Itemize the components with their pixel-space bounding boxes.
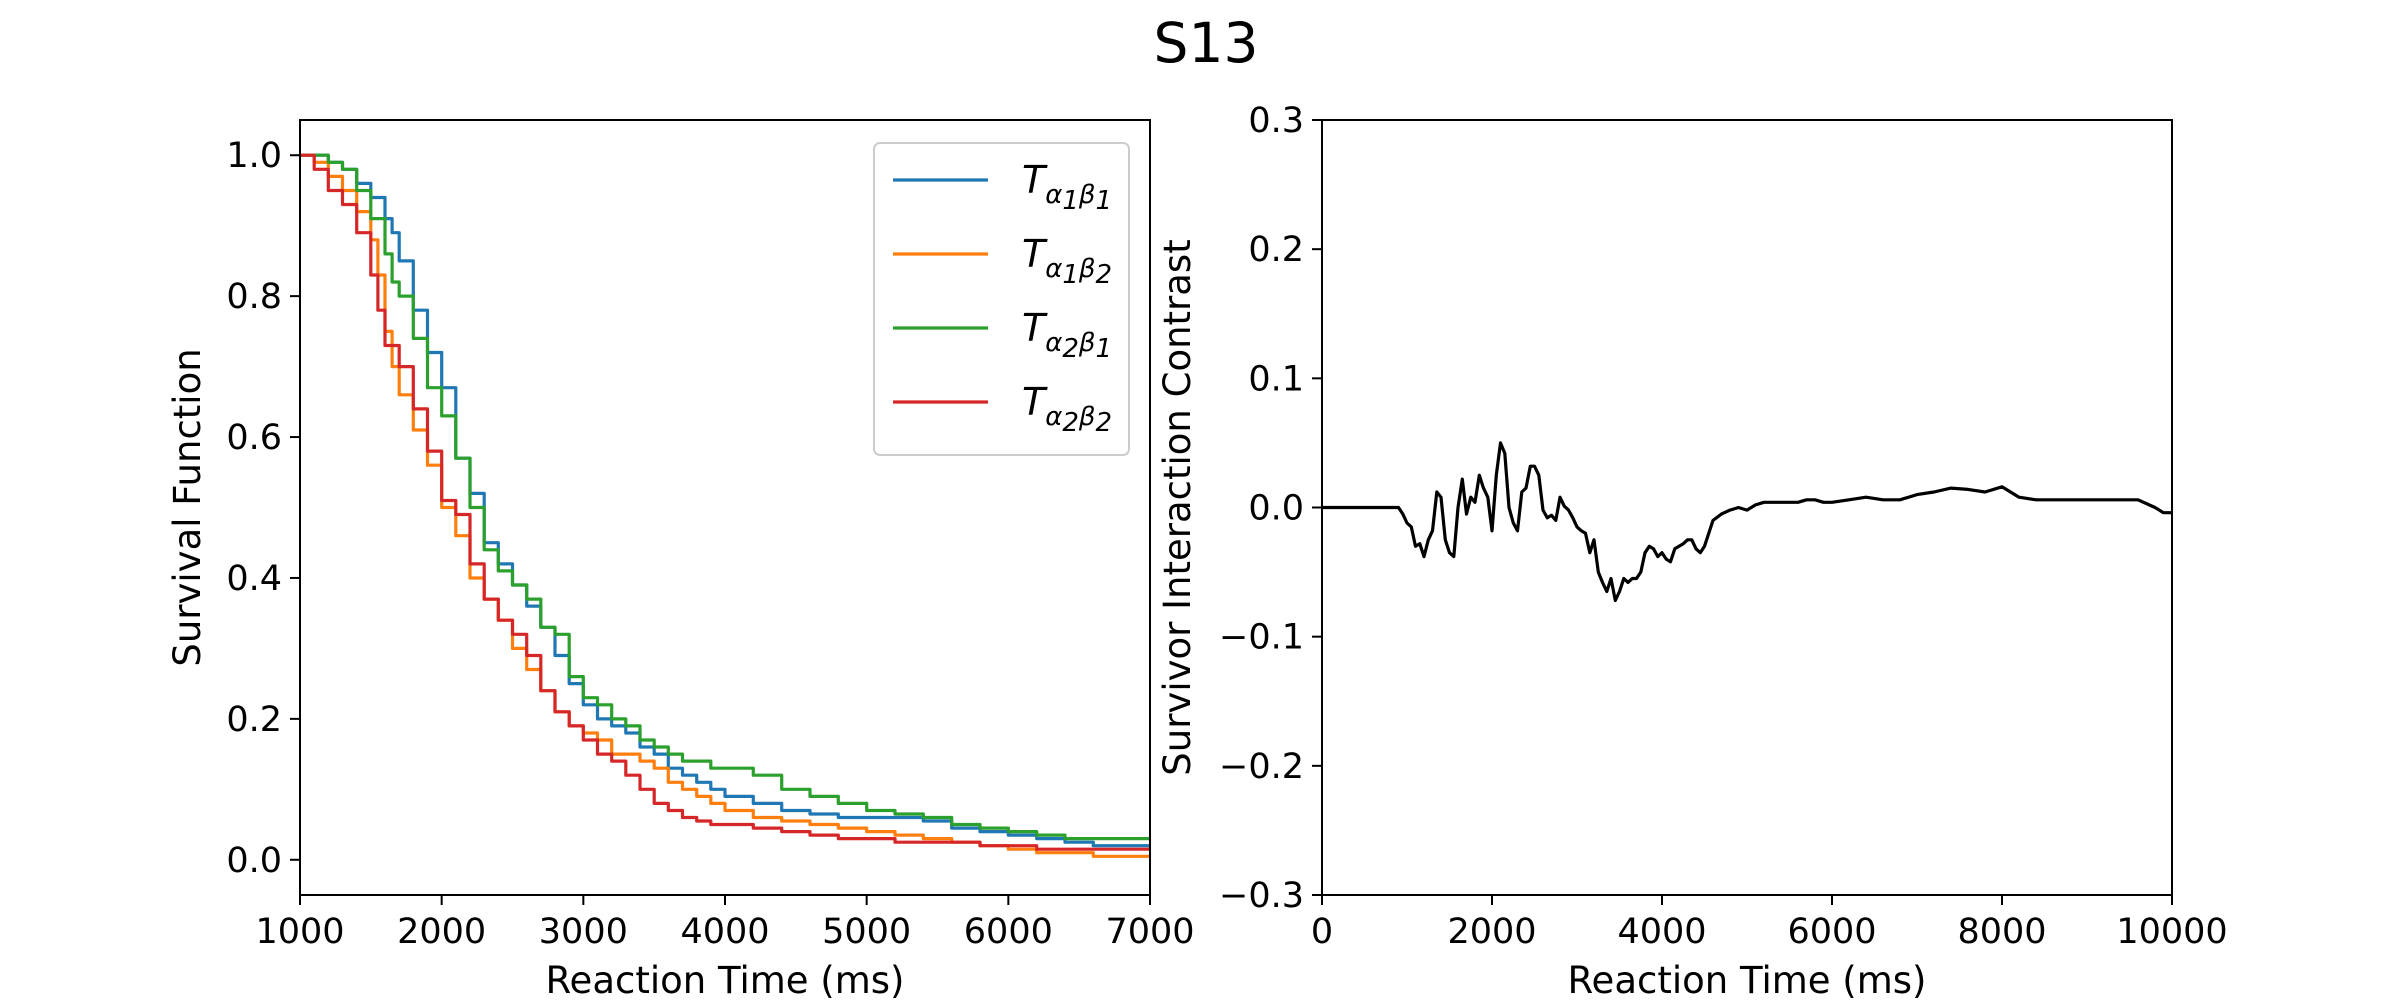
survival-y-axis-label: Survival Function — [166, 348, 209, 666]
legend-label-3: Tα2β1 — [1022, 306, 1112, 364]
sic-x-tick-label: 0 — [1311, 912, 1333, 952]
survival-y-tick-label: 0.2 — [226, 700, 282, 740]
survival-series-layer — [300, 153, 1150, 858]
survivor-interaction-contrast-plot: 0 2000 4000 6000 8000 10000 −0.3 −0.2 −0.1 0.0 0.1… — [1156, 101, 2228, 1000]
survival-y-tick-label: 1.0 — [226, 136, 282, 176]
sic-series-line-1 — [1322, 441, 2172, 603]
legend-label-1: Tα1β1 — [1022, 158, 1112, 216]
legend: Tα1β1 Tα1β2 Tα2β1 Tα2β2 — [873, 142, 1130, 456]
survival-series-line-3 — [300, 153, 1150, 841]
survival-x-tick-label: 1000 — [255, 912, 344, 952]
sic-ticks: 0 2000 4000 6000 8000 10000 −0.3 −0.2 −0.1 0.0 0.1… — [1219, 101, 2228, 952]
survival-x-tick-label: 2000 — [397, 912, 486, 952]
sic-x-tick-label: 10000 — [2116, 912, 2227, 952]
survival-x-axis-label: Reaction Time (ms) — [546, 959, 905, 1000]
survival-x-tick-label: 7000 — [1105, 912, 1194, 952]
survival-function-plot: 1000 2000 3000 4000 5000 6000 7000 0.0 0.2 0.4 0.6… — [166, 119, 1195, 1000]
survival-series-line-4 — [300, 153, 1150, 851]
sic-x-tick-label: 2000 — [1447, 912, 1536, 952]
survival-y-tick-label: 0.4 — [226, 559, 282, 599]
survival-y-tick-label: 0.8 — [226, 277, 282, 317]
survival-series-line-1 — [300, 153, 1150, 848]
sic-x-tick-label: 8000 — [1957, 912, 2046, 952]
sic-y-axis-label: Survivor Interaction Contrast — [1156, 239, 1199, 775]
sic-x-tick-label: 4000 — [1617, 912, 1706, 952]
sic-y-tick-label: 0.1 — [1248, 359, 1304, 399]
figure-title: S13 — [1154, 11, 1259, 75]
survival-x-tick-label: 5000 — [822, 912, 911, 952]
survival-series-line-2 — [300, 153, 1150, 858]
legend-label-2: Tα1β2 — [1022, 232, 1112, 290]
survival-ticks: 1000 2000 3000 4000 5000 6000 7000 0.0 0.2 0.4 0.6… — [226, 136, 1194, 952]
sic-x-axis-label: Reaction Time (ms) — [1568, 959, 1927, 1000]
sic-y-tick-label: 0.2 — [1248, 230, 1304, 270]
sic-y-tick-label: 0.0 — [1248, 489, 1304, 529]
survival-y-tick-label: 0.6 — [226, 418, 282, 458]
sic-y-tick-label: 0.3 — [1248, 101, 1304, 141]
sic-y-tick-label: −0.3 — [1219, 876, 1304, 916]
sic-x-tick-label: 6000 — [1787, 912, 1876, 952]
survival-x-tick-label: 3000 — [539, 912, 628, 952]
survival-x-tick-label: 4000 — [680, 912, 769, 952]
legend-box — [873, 142, 1130, 456]
sic-y-tick-label: −0.2 — [1219, 747, 1304, 787]
sic-y-tick-label: −0.1 — [1219, 618, 1304, 658]
sic-series-layer — [1322, 441, 2172, 603]
survival-x-tick-label: 6000 — [964, 912, 1053, 952]
legend-label-4: Tα2β2 — [1022, 380, 1112, 438]
survival-y-tick-label: 0.0 — [226, 841, 282, 881]
